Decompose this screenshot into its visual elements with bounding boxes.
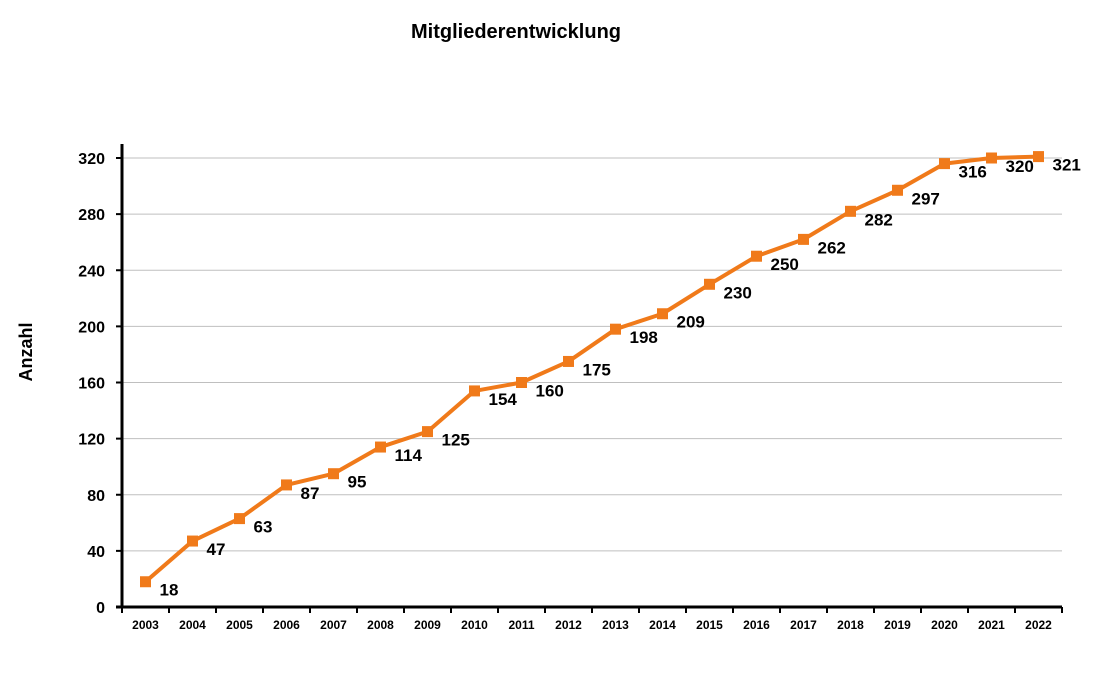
y-tick-label: 280	[78, 207, 105, 224]
y-tick-label: 240	[78, 263, 105, 280]
x-tick-label: 2010	[461, 618, 488, 632]
data-label: 18	[160, 581, 179, 600]
y-tick-label: 160	[78, 376, 105, 393]
data-label: 95	[348, 473, 367, 492]
data-label: 125	[442, 431, 470, 450]
x-tick-label: 2004	[179, 618, 206, 632]
data-label: 250	[771, 255, 799, 274]
data-label: 198	[630, 328, 658, 347]
data-label: 321	[1053, 156, 1081, 175]
chart-title: Mitgliederentwicklung	[411, 21, 621, 43]
y-tick-label: 80	[87, 488, 105, 505]
data-point	[281, 479, 292, 491]
data-point	[516, 377, 527, 388]
data-point	[657, 308, 668, 320]
x-tick-label: 2003	[132, 618, 159, 632]
data-label: 154	[489, 390, 518, 409]
x-tick-label: 2021	[978, 618, 1005, 632]
data-point	[140, 576, 151, 588]
x-tick-label: 2009	[414, 618, 441, 632]
x-tick-label: 2013	[602, 618, 629, 632]
data-point	[375, 441, 386, 453]
data-label: 63	[254, 518, 273, 537]
y-tick-label: 40	[87, 544, 105, 561]
x-tick-label: 2012	[555, 618, 582, 632]
y-tick-label: 200	[78, 319, 105, 336]
data-point	[187, 535, 198, 547]
data-label: 209	[677, 313, 705, 332]
data-label: 175	[583, 360, 611, 379]
data-point	[845, 205, 856, 217]
tick-labels: 0 40 80 120 160 200 240 280 320 2003 2004 2005 2006 2…	[78, 151, 1052, 632]
data-point	[798, 233, 809, 245]
x-tick-label: 2020	[931, 618, 958, 632]
x-tick-label: 2019	[884, 618, 911, 632]
data-point	[751, 250, 762, 262]
data-point	[1033, 151, 1044, 163]
data-label: 262	[818, 238, 846, 257]
data-point	[939, 158, 950, 170]
data-label: 87	[301, 484, 320, 503]
data-label: 297	[912, 189, 940, 208]
x-tick-label: 2005	[226, 618, 253, 632]
x-tick-label: 2014	[649, 618, 676, 632]
x-tick-label: 2006	[273, 618, 300, 632]
x-tick-label: 2007	[320, 618, 347, 632]
x-tick-label: 2016	[743, 618, 770, 632]
data-label: 316	[959, 163, 987, 182]
x-tick-label: 2018	[837, 618, 864, 632]
data-label: 230	[724, 283, 752, 302]
data-point	[234, 513, 245, 525]
data-point	[610, 323, 621, 335]
data-label: 320	[1006, 157, 1034, 176]
data-point	[704, 278, 715, 290]
x-tick-label: 2017	[790, 618, 817, 632]
data-point	[986, 152, 997, 164]
data-series	[140, 151, 1044, 588]
y-axis-label: Anzahl	[16, 322, 36, 381]
data-labels: 18 47 63 87 95 114 125 154 160 175 198 209 230 250 262…	[160, 156, 1081, 600]
data-point	[469, 385, 480, 397]
y-tick-label: 0	[96, 600, 105, 617]
x-tick-label: 2022	[1025, 618, 1052, 632]
x-tick-label: 2008	[367, 618, 394, 632]
y-tick-label: 120	[78, 432, 105, 449]
x-tick-label: 2011	[508, 618, 534, 632]
axes	[116, 144, 1063, 613]
x-tick-label: 2015	[696, 618, 723, 632]
data-label: 47	[207, 540, 226, 559]
data-point	[892, 184, 903, 196]
data-label: 114	[395, 446, 423, 465]
series-line	[144, 154, 1039, 584]
y-tick-label: 320	[78, 151, 105, 168]
data-point	[422, 426, 433, 438]
data-label: 282	[865, 210, 893, 229]
data-point	[328, 468, 339, 480]
gridlines	[122, 157, 1062, 552]
data-point	[563, 355, 574, 367]
data-label: 160	[536, 382, 564, 401]
